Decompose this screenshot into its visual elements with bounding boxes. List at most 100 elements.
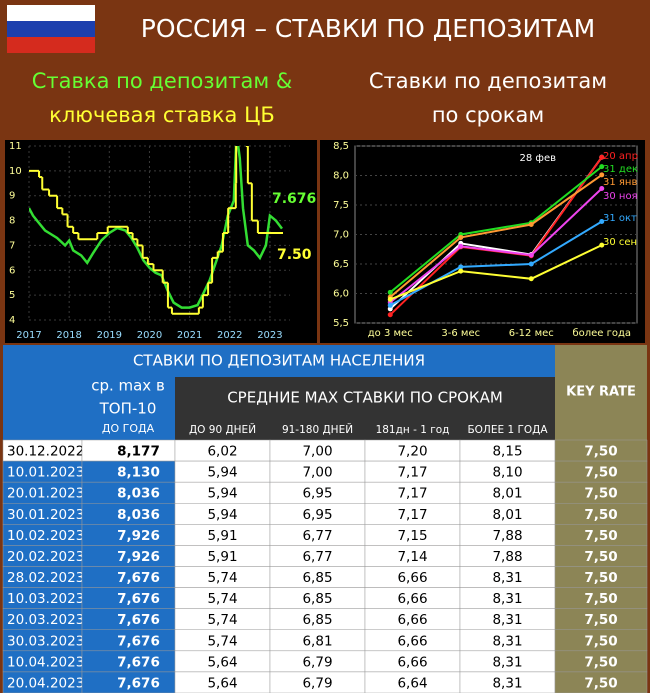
- cell-text: 20.04.2023: [7, 675, 84, 691]
- header-text: ТОП-10: [99, 400, 157, 418]
- cell-text: 7,676: [117, 570, 160, 586]
- flag-white: [7, 5, 95, 21]
- cell-text: 5,91: [207, 549, 237, 565]
- point: [387, 302, 393, 308]
- cell-text: 6,66: [397, 612, 427, 628]
- cell-text: 6,79: [302, 675, 332, 691]
- x-tick-label: 2021: [177, 330, 202, 341]
- column-header: KEY RATE: [566, 385, 636, 400]
- cell-text: 6,64: [397, 675, 427, 691]
- series-line: [29, 146, 283, 309]
- legend-label: 31 окт: [603, 213, 637, 224]
- cell-text: 6,95: [302, 507, 332, 523]
- y-tick-label: 7,0: [333, 230, 349, 241]
- y-tick-label: 9: [9, 191, 15, 202]
- cell-text: 7,676: [117, 675, 160, 691]
- point: [599, 172, 605, 178]
- cell-text: 8,036: [117, 486, 160, 502]
- cell-text: 7,50: [584, 591, 617, 607]
- cell-text: 5,94: [207, 507, 237, 523]
- cell-text: 8,31: [492, 654, 522, 670]
- chart-title: ключевая ставка ЦБ: [49, 103, 275, 127]
- point: [599, 164, 605, 170]
- cell-text: 7,20: [397, 444, 427, 460]
- cell-text: 7,50: [584, 612, 617, 628]
- column-header: 91-180 ДНЕЙ: [282, 423, 353, 436]
- x-tick-label: 2018: [56, 330, 81, 341]
- x-tick-label: 2017: [16, 330, 41, 341]
- cell-text: 7,926: [117, 528, 160, 544]
- x-tick-label: 2022: [217, 330, 242, 341]
- cell-text: 8,01: [492, 486, 522, 502]
- cell-text: 5,74: [207, 591, 237, 607]
- cell-text: 7,676: [117, 654, 160, 670]
- flag-blue: [7, 21, 95, 37]
- annotation: 7.676: [272, 191, 316, 207]
- point: [458, 234, 464, 240]
- cell-text: 30.01.2023: [7, 507, 84, 523]
- flag: [7, 5, 95, 53]
- chart-title: по срокам: [432, 103, 544, 127]
- cell-text: 6,85: [302, 570, 332, 586]
- column-header: ДО 90 ДНЕЙ: [189, 423, 256, 436]
- cell-text: 8,036: [117, 507, 160, 523]
- point: [387, 296, 393, 302]
- point: [599, 185, 605, 191]
- x-tick-label: более года: [572, 328, 631, 339]
- plot: [29, 146, 283, 315]
- cell-text: 6,85: [302, 591, 332, 607]
- cell-text: 10.01.2023: [7, 465, 84, 481]
- table-title-cell: [3, 345, 555, 377]
- cell-text: 7,00: [302, 465, 332, 481]
- x-tick-label: до 3 мес: [368, 328, 413, 339]
- flag-red: [7, 37, 95, 53]
- y-tick-label: 7: [9, 240, 15, 251]
- point: [387, 312, 393, 318]
- cell-text: 5,91: [207, 528, 237, 544]
- cell-text: 6,81: [302, 633, 332, 649]
- cell-text: 5,94: [207, 465, 237, 481]
- series-line: [389, 244, 603, 301]
- cell-text: 20.02.2023: [7, 549, 84, 565]
- cell-text: 7,676: [117, 612, 160, 628]
- point: [599, 242, 605, 248]
- cell-text: 30.03.2023: [7, 633, 84, 649]
- series-line: [389, 174, 603, 298]
- header-text: ср. max в: [91, 377, 165, 395]
- x-tick-label: 2019: [97, 330, 122, 341]
- cell-text: 10.03.2023: [7, 591, 84, 607]
- cell-text: 7,50: [584, 654, 617, 670]
- table-cell: [554, 671, 648, 693]
- point: [599, 219, 605, 225]
- point: [458, 243, 464, 249]
- cell-text: 8,01: [492, 507, 522, 523]
- cell-text: 28.02.2023: [7, 570, 84, 586]
- cell-text: 7,17: [397, 465, 427, 481]
- point: [528, 261, 534, 267]
- annotation: 7.50: [277, 247, 312, 263]
- cell-text: 5,64: [207, 675, 237, 691]
- cell-text: 8,31: [492, 633, 522, 649]
- cell-text: 7,50: [584, 444, 617, 460]
- cell-text: 7,50: [584, 528, 617, 544]
- cell-text: 7,50: [584, 675, 617, 691]
- page-title: РОССИЯ – СТАВКИ ПО ДЕПОЗИТАМ: [141, 14, 595, 43]
- y-tick-label: 7,5: [333, 200, 349, 211]
- cell-text: 5,74: [207, 570, 237, 586]
- legend-label: 28 фев: [520, 153, 557, 164]
- y-tick-label: 6,0: [333, 289, 349, 300]
- y-tick-label: 8: [9, 216, 15, 227]
- header-cell: [3, 377, 175, 440]
- cell-text: 8,31: [492, 570, 522, 586]
- cell-text: 7,676: [117, 591, 160, 607]
- legend-label: 20 апр: [603, 151, 638, 162]
- cell-text: 6,66: [397, 654, 427, 670]
- cell-text: 6,77: [302, 549, 332, 565]
- cell-text: 30.12.2022: [7, 444, 84, 460]
- point: [599, 154, 605, 160]
- cell-text: 6,02: [207, 444, 237, 460]
- legend-label: 31 янв: [603, 177, 637, 188]
- cell-text: 5,94: [207, 486, 237, 502]
- cell-text: 6,66: [397, 633, 427, 649]
